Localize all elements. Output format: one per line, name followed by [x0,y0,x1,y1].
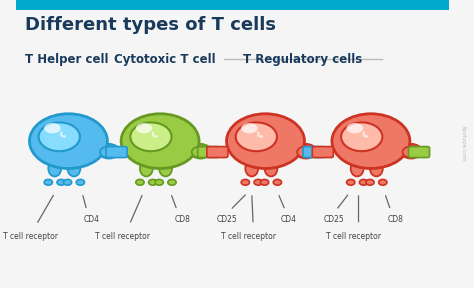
Ellipse shape [227,114,304,168]
Ellipse shape [140,161,153,176]
Text: CD25: CD25 [217,215,238,223]
Ellipse shape [29,114,108,168]
Text: Cytotoxic T cell: Cytotoxic T cell [114,53,216,66]
Bar [16,0,449,10]
Ellipse shape [402,146,420,158]
Text: CD4: CD4 [83,215,100,223]
Ellipse shape [155,179,164,185]
Text: CD25: CD25 [323,215,344,223]
Ellipse shape [39,122,80,151]
Circle shape [346,123,363,133]
Ellipse shape [273,179,282,185]
Ellipse shape [44,179,53,185]
Ellipse shape [254,179,262,185]
Text: CD8: CD8 [174,215,190,223]
Ellipse shape [67,161,81,176]
Ellipse shape [99,144,119,158]
Ellipse shape [241,179,249,185]
Ellipse shape [332,114,410,168]
Ellipse shape [370,161,383,176]
Ellipse shape [260,179,269,185]
Text: T cell receptor: T cell receptor [221,232,276,241]
Ellipse shape [341,122,383,151]
Ellipse shape [246,161,258,176]
FancyBboxPatch shape [303,147,324,158]
Ellipse shape [121,114,199,168]
Ellipse shape [236,122,277,151]
Ellipse shape [136,179,144,185]
Circle shape [44,123,61,133]
FancyBboxPatch shape [312,147,333,158]
Ellipse shape [168,179,176,185]
Text: T cell receptor: T cell receptor [327,232,382,241]
Ellipse shape [130,122,172,151]
Ellipse shape [64,179,72,185]
Text: T cell receptor: T cell receptor [3,232,58,241]
Ellipse shape [359,179,368,185]
FancyBboxPatch shape [106,147,127,158]
FancyBboxPatch shape [409,147,429,158]
Ellipse shape [379,179,387,185]
Ellipse shape [401,144,421,158]
Ellipse shape [149,179,157,185]
Ellipse shape [346,179,355,185]
Ellipse shape [366,179,374,185]
Text: T cell receptor: T cell receptor [94,232,150,241]
FancyBboxPatch shape [207,147,228,158]
Circle shape [241,123,258,133]
Text: CD8: CD8 [387,215,403,223]
FancyBboxPatch shape [198,147,219,158]
Circle shape [136,123,152,133]
Ellipse shape [297,146,315,158]
Ellipse shape [76,179,84,185]
Ellipse shape [190,144,211,158]
Text: lipotype.com: lipotype.com [460,126,465,162]
Text: Different types of T cells: Different types of T cells [25,16,276,34]
Ellipse shape [295,144,316,158]
Ellipse shape [264,161,277,176]
Ellipse shape [159,161,172,176]
Ellipse shape [191,146,209,158]
Ellipse shape [351,161,364,176]
Ellipse shape [57,179,65,185]
Ellipse shape [48,161,61,176]
Text: T Regulatory cells: T Regulatory cells [243,53,362,66]
Text: T Helper cell: T Helper cell [25,53,109,66]
Ellipse shape [100,146,118,158]
Text: CD4: CD4 [281,215,297,223]
